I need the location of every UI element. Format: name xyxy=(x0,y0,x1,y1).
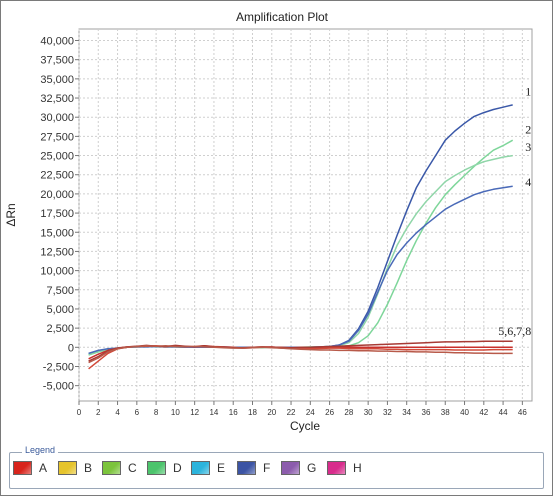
x-tick-label: 46 xyxy=(518,408,527,417)
y-tick-label: 0 xyxy=(68,342,74,354)
x-tick-label: 28 xyxy=(344,408,353,417)
legend-item-e[interactable]: E xyxy=(191,460,225,476)
x-tick-label: 18 xyxy=(248,408,257,417)
legend-item-b[interactable]: B xyxy=(58,460,92,476)
y-tick-label: 7,500 xyxy=(46,285,74,297)
plot-area xyxy=(78,28,533,402)
y-tick-label: 5,000 xyxy=(46,304,74,316)
legend: Legend A B C D E F G xyxy=(9,445,544,489)
legend-label-d: D xyxy=(173,461,182,475)
legend-label-f: F xyxy=(263,461,271,475)
series-lines xyxy=(88,104,514,370)
legend-swatch-e xyxy=(191,461,210,475)
y-tick-label: 40,000 xyxy=(40,36,74,48)
legend-label-c: C xyxy=(128,461,137,475)
legend-swatch-c xyxy=(102,461,121,475)
legend-title: Legend xyxy=(22,445,59,455)
legend-item-h[interactable]: H xyxy=(327,460,362,476)
series-line-8 xyxy=(88,345,513,364)
x-tick-label: 32 xyxy=(383,408,392,417)
y-tick-label: 12,500 xyxy=(40,246,74,258)
legend-label-e: E xyxy=(217,461,226,475)
legend-label-a: A xyxy=(39,461,48,475)
legend-label-g: G xyxy=(307,461,317,475)
x-tick-label: 22 xyxy=(287,408,296,417)
curve-annotation-3: 3 xyxy=(525,140,531,154)
x-tick-label: 8 xyxy=(154,408,159,417)
y-tick-label: 32,500 xyxy=(40,93,74,105)
legend-swatch-f xyxy=(237,461,256,475)
x-tick-label: 4 xyxy=(115,408,120,417)
chart-title: Amplification Plot xyxy=(236,10,329,24)
curve-annotation-5: 5,6,7,8 xyxy=(498,324,531,338)
legend-label-h: H xyxy=(353,461,362,475)
y-tick-label: -5,000 xyxy=(43,381,74,393)
legend-swatch-h xyxy=(327,461,346,475)
x-tick-label: 12 xyxy=(190,408,199,417)
legend-swatch-d xyxy=(147,461,166,475)
legend-item-f[interactable]: F xyxy=(237,460,270,476)
x-tick-label: 34 xyxy=(402,408,411,417)
y-axis-label: ΔRn xyxy=(4,203,18,226)
x-tick-label: 2 xyxy=(96,408,101,417)
y-tick-label: 15,000 xyxy=(40,227,74,239)
legend-item-a[interactable]: A xyxy=(13,460,47,476)
x-tick-label: 6 xyxy=(135,408,140,417)
x-tick-label: 16 xyxy=(229,408,238,417)
x-tick-label: 14 xyxy=(209,408,218,417)
x-tick-label: 0 xyxy=(77,408,82,417)
legend-item-g[interactable]: G xyxy=(281,460,316,476)
x-tick-label: 44 xyxy=(499,408,508,417)
x-axis-label: Cycle xyxy=(290,419,320,433)
y-tick-label: 2,500 xyxy=(46,323,74,335)
y-tick-label: 10,000 xyxy=(40,266,74,278)
x-tick-label: 38 xyxy=(441,408,450,417)
x-tick-label: 10 xyxy=(171,408,180,417)
y-tick-label: 35,000 xyxy=(40,74,74,86)
y-tick-label: -2,500 xyxy=(43,361,74,373)
y-tick-label: 20,000 xyxy=(40,189,74,201)
curve-annotations: 1 2 3 4 5,6,7,8 xyxy=(498,85,531,338)
y-tick-label: 30,000 xyxy=(40,112,74,124)
y-tick-label: 17,500 xyxy=(40,208,74,220)
x-tick-label: 26 xyxy=(325,408,334,417)
x-tick-label: 30 xyxy=(364,408,373,417)
legend-item-c[interactable]: C xyxy=(102,460,137,476)
x-tick-label: 40 xyxy=(460,408,469,417)
x-tick-label: 42 xyxy=(479,408,488,417)
y-tick-label: 25,000 xyxy=(40,151,74,163)
legend-swatch-g xyxy=(281,461,300,475)
y-axis-ticks: -5,000 -2,500 0 2,500 5,000 7,500 10,000 12,500… xyxy=(40,36,79,393)
x-tick-label: 24 xyxy=(306,408,315,417)
curve-annotation-4: 4 xyxy=(525,175,531,189)
legend-item-d[interactable]: D xyxy=(147,460,182,476)
y-tick-label: 37,500 xyxy=(40,55,74,67)
y-tick-label: 22,500 xyxy=(40,170,74,182)
legend-swatch-b xyxy=(58,461,77,475)
legend-swatch-a xyxy=(13,461,32,475)
curve-annotation-2: 2 xyxy=(525,122,531,136)
x-tick-label: 20 xyxy=(267,408,276,417)
curve-annotation-1: 1 xyxy=(525,85,531,99)
y-tick-label: 27,500 xyxy=(40,131,74,143)
x-tick-label: 36 xyxy=(422,408,431,417)
legend-label-b: B xyxy=(84,461,93,475)
x-axis-ticks: 0 2 4 6 8 10 12 14 16 18 20 22 24 26 28 30 32 34 36 38 40 42 4… xyxy=(77,401,527,417)
